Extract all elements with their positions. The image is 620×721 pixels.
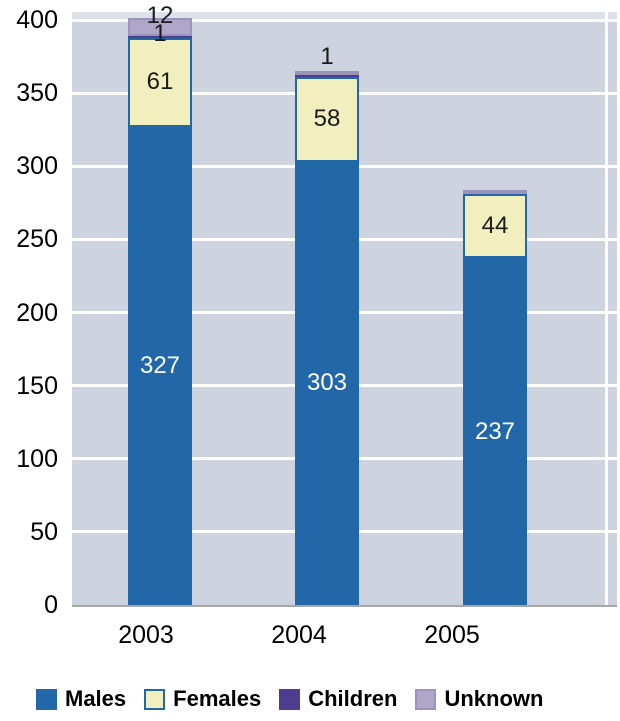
y-tick-label-200: 200: [16, 298, 58, 327]
y-tick-label-0: 0: [44, 591, 58, 619]
legend-label-unknown: Unknown: [444, 686, 544, 711]
legend-item-males: Males: [36, 686, 126, 712]
value-label-females-2005: 44: [481, 212, 509, 240]
bar-segment-unknown-2005: [463, 190, 527, 195]
value-label-cap-2004: 1: [320, 43, 334, 71]
legend-swatch-children: [279, 688, 301, 710]
legend-swatch-males: [36, 688, 57, 710]
y-tick-label-300: 300: [16, 152, 58, 181]
bar-segment-males-2005: [463, 258, 527, 605]
x-tick-label-2003: 2003: [118, 621, 174, 649]
gridline: [72, 18, 617, 22]
bar-segment-unknown-2003: [128, 18, 192, 36]
legend-item-children: Children: [279, 686, 397, 712]
bar-segment-unknown-2004: [295, 71, 359, 76]
value-label-unknown-2003: 12: [146, 2, 174, 29]
legend-label-males: Males: [65, 686, 127, 711]
legend-item-females: Females: [144, 686, 261, 712]
y-tick-label-350: 350: [16, 79, 58, 108]
legend-swatch-unknown: [415, 688, 437, 710]
gridline-vertical: [605, 12, 608, 605]
legend-label-females: Females: [173, 686, 262, 711]
bar-segment-females-2005: [463, 194, 527, 259]
plot-band-above-max: [72, 12, 617, 20]
y-tick-label-50: 50: [30, 517, 58, 546]
bar-segment-children-2003: [128, 35, 192, 38]
plot-area: 327 61 12 1 303 58 1 237 44: [72, 3, 617, 607]
bar-segment-females-2004: [295, 77, 359, 162]
y-tick-label-400: 400: [16, 6, 58, 34]
value-label-females-2004: 58: [313, 105, 341, 133]
bar-segment-males-2003: [128, 126, 192, 605]
bar-segment-children-2004: [295, 75, 359, 78]
value-label-males-2003: 327: [139, 351, 181, 379]
legend-swatch-females: [144, 688, 166, 710]
value-label-males-2004: 303: [306, 369, 348, 397]
bar-segment-males-2004: [295, 161, 359, 605]
bar-segment-females-2003: [128, 37, 192, 127]
value-label-females-2003: 61: [146, 68, 174, 96]
y-tick-label-250: 250: [16, 225, 58, 254]
value-label-children-2003: 1: [153, 20, 167, 47]
x-tick-label-2004: 2004: [271, 621, 327, 649]
legend-label-children: Children: [308, 686, 398, 711]
x-tick-label-2005: 2005: [424, 621, 480, 649]
legend-item-unknown: Unknown: [415, 686, 543, 712]
y-tick-label-150: 150: [16, 371, 58, 400]
legend: Males Females Children Unknown: [36, 686, 543, 712]
y-tick-label-100: 100: [16, 444, 58, 473]
value-label-males-2005: 237: [474, 417, 516, 445]
